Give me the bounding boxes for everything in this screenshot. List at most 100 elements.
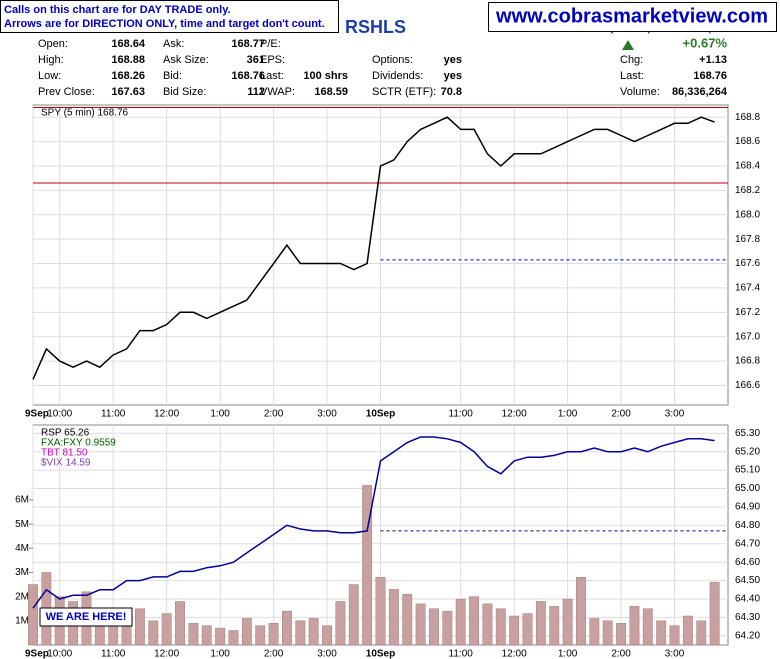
stat-label: Chg: — [620, 54, 643, 66]
x-tick-label: 10:00 — [47, 409, 72, 420]
volume-bar — [228, 630, 239, 646]
stat-value: 100 shrs — [303, 70, 348, 82]
y-tick-label: 168.8 — [735, 112, 760, 123]
stat-label: EPS: — [260, 54, 285, 66]
y-tick-label: 167.6 — [735, 258, 760, 269]
x-tick-label: 12:00 — [502, 649, 527, 659]
volume-bar — [696, 620, 707, 646]
stat-label: SCTR (ETF): — [372, 86, 436, 98]
stat-value: 70.8 — [441, 86, 462, 98]
charts: 166.6 166.8 167.0 167.2 167.4 167.6 167.8 168.0… — [15, 104, 760, 659]
stat-value: yes — [444, 70, 462, 82]
x-tick-label: 3:00 — [317, 409, 337, 420]
volume-bar — [348, 584, 359, 646]
stat-label: Low: — [38, 70, 61, 82]
stat-value: yes — [444, 54, 462, 66]
y-tick-label: 64.60 — [735, 557, 760, 568]
volume-bar — [629, 606, 640, 646]
volume-bar — [134, 608, 145, 646]
x-tick-label: 11:00 — [101, 409, 126, 420]
stat-label: Dividends: — [372, 70, 423, 82]
website: www.cobrasmarketview.com — [495, 5, 768, 27]
stat-label: P/E: — [260, 38, 281, 50]
y-tick-label: 65.00 — [735, 483, 760, 494]
x-tick-label: 10:00 — [47, 649, 72, 659]
y-tick-label: 166.6 — [735, 380, 760, 391]
stat-label: Volume: — [620, 86, 660, 98]
legend-entry: $VIX 14.59 — [41, 458, 91, 469]
y-tick-label: 64.80 — [735, 520, 760, 531]
stat-label: Ask Size: — [163, 54, 209, 66]
y-tick-label: 65.10 — [735, 465, 760, 476]
x-tick-label: 2:00 — [611, 649, 631, 659]
stat-label: VWAP: — [260, 86, 295, 98]
y2-tick-label: 2M — [15, 591, 29, 602]
x-tick-label: 9Sep — [25, 409, 49, 420]
volume-bar — [709, 581, 720, 646]
volume-bar — [522, 613, 533, 646]
y-tick-label: 166.8 — [735, 356, 760, 367]
volume-bar — [656, 620, 667, 646]
volume-bar — [375, 577, 386, 646]
y-tick-label: 167.4 — [735, 283, 760, 294]
y2-tick-label: 4M — [15, 543, 29, 554]
stats: Open: 168.64 Ask: 168.77P/E: +0.67% High: 168.… — [38, 35, 728, 97]
stat-value: +0.67% — [683, 35, 728, 50]
volume-bar — [495, 608, 506, 646]
volume-bar — [482, 603, 493, 646]
volume-bar — [549, 606, 560, 646]
stat-value: +1.13 — [699, 54, 727, 66]
volume-bar — [589, 618, 600, 646]
stat-label: Prev Close: — [38, 86, 95, 98]
volume-bar — [28, 584, 38, 646]
volume-bar — [562, 598, 573, 646]
volume-bar — [322, 625, 332, 646]
volume-bar — [682, 615, 693, 646]
y-tick-label: 167.8 — [735, 234, 760, 245]
stat-label: Bid: — [163, 70, 182, 82]
y-tick-label: 64.30 — [735, 612, 760, 623]
notice-line: Arrows are for DIRECTION ONLY, time and … — [4, 18, 325, 30]
x-tick-label: 10Sep — [366, 649, 395, 659]
series-line — [32, 436, 715, 609]
volume-bar — [602, 620, 613, 646]
stat-value: 361 — [247, 54, 265, 66]
x-tick-label: 1:00 — [558, 409, 578, 420]
y-tick-label: 168.4 — [735, 161, 760, 172]
x-tick-label: 2:00 — [611, 409, 631, 420]
volume-bar — [201, 625, 212, 646]
stat-value: 112 — [247, 86, 265, 98]
y-tick-label: 64.40 — [735, 594, 760, 605]
x-tick-label: 11:00 — [449, 649, 474, 659]
stat-value: 168.26 — [111, 70, 145, 82]
y2-tick-label: 5M — [15, 519, 29, 530]
stat-value: 168.64 — [111, 38, 146, 50]
stat-value: 168.76 — [231, 70, 265, 82]
stat-label: Bid Size: — [163, 86, 206, 98]
note: WE ARE HERE! — [46, 611, 127, 623]
volume-bar — [241, 618, 252, 646]
volume-bar — [642, 608, 653, 646]
stat-label: High: — [38, 54, 64, 66]
y-tick-label: 167.0 — [735, 331, 760, 342]
y-tick-label: 64.20 — [735, 630, 760, 641]
volume-bar — [188, 622, 199, 646]
stat-value: 168.77 — [231, 38, 265, 50]
volume-bar — [509, 615, 520, 646]
stat-value: 168.88 — [111, 54, 145, 66]
volume-bar — [308, 618, 319, 646]
volume-bar — [576, 577, 586, 646]
y-tick-label: 64.50 — [735, 575, 760, 586]
stat-label: Last: — [260, 70, 284, 82]
x-tick-label: 10Sep — [366, 409, 395, 420]
stat-value: 168.76 — [693, 70, 727, 82]
volume-bar — [268, 622, 279, 646]
volume-bar — [616, 622, 627, 646]
x-tick-label: 1:00 — [558, 649, 578, 659]
volume-bar — [362, 485, 373, 646]
stat-label: Last: — [620, 70, 644, 82]
x-tick-label: 2:00 — [264, 409, 284, 420]
volume-bar — [469, 596, 479, 646]
volume-bar — [402, 593, 413, 646]
